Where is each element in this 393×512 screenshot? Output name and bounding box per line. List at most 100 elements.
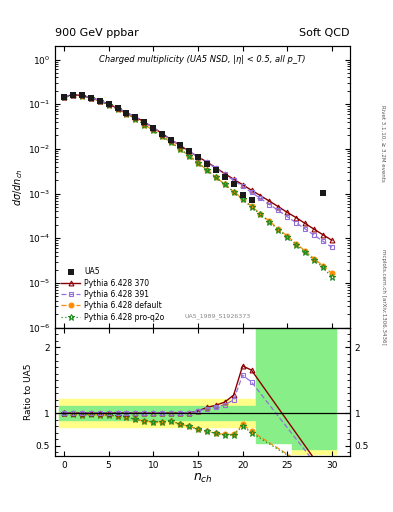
Line: Pythia 6.428 391: Pythia 6.428 391 — [62, 92, 334, 250]
Text: UA5_1989_S1926373: UA5_1989_S1926373 — [184, 313, 250, 319]
Pythia 6.428 391 — [187, 148, 191, 155]
UA5 — [222, 173, 228, 181]
Pythia 6.428 default — [187, 153, 191, 159]
UA5 — [177, 141, 183, 150]
Legend: UA5, Pythia 6.428 370, Pythia 6.428 391, Pythia 6.428 default, Pythia 6.428 pro-: UA5, Pythia 6.428 370, Pythia 6.428 391,… — [59, 265, 167, 324]
Pythia 6.428 default — [267, 218, 272, 224]
Pythia 6.428 391 — [222, 171, 227, 177]
UA5 — [141, 118, 147, 126]
Pythia 6.428 pro-q2o — [240, 197, 245, 203]
Pythia 6.428 391 — [70, 92, 75, 98]
Pythia 6.428 391 — [115, 105, 120, 111]
Pythia 6.428 default — [160, 134, 165, 140]
Pythia 6.428 370 — [178, 142, 182, 148]
Pythia 6.428 391 — [267, 201, 272, 207]
Pythia 6.428 pro-q2o — [70, 92, 75, 98]
Pythia 6.428 pro-q2o — [321, 264, 325, 270]
Line: Pythia 6.428 pro-q2o: Pythia 6.428 pro-q2o — [61, 92, 335, 280]
Pythia 6.428 default — [321, 263, 325, 269]
UA5 — [79, 91, 85, 99]
Pythia 6.428 default — [312, 255, 316, 262]
Pythia 6.428 391 — [133, 114, 138, 120]
UA5 — [150, 123, 156, 132]
Pythia 6.428 pro-q2o — [88, 95, 93, 101]
Pythia 6.428 370 — [213, 165, 218, 171]
UA5 — [204, 159, 210, 167]
Pythia 6.428 370 — [330, 237, 334, 243]
Pythia 6.428 pro-q2o — [115, 106, 120, 112]
Y-axis label: $d\sigma/dn_{ch}$: $d\sigma/dn_{ch}$ — [11, 168, 25, 206]
UA5 — [123, 109, 130, 117]
Pythia 6.428 default — [249, 203, 254, 209]
Pythia 6.428 370 — [88, 95, 93, 101]
Pythia 6.428 391 — [321, 238, 325, 244]
Y-axis label: Ratio to UA5: Ratio to UA5 — [24, 364, 33, 420]
Pythia 6.428 pro-q2o — [151, 127, 156, 134]
UA5 — [239, 191, 246, 199]
Pythia 6.428 pro-q2o — [124, 111, 129, 117]
Pythia 6.428 370 — [303, 220, 307, 226]
UA5 — [97, 96, 103, 104]
X-axis label: $n_{ch}$: $n_{ch}$ — [193, 472, 212, 485]
Line: Pythia 6.428 370: Pythia 6.428 370 — [62, 92, 334, 243]
Pythia 6.428 370 — [204, 159, 209, 165]
Text: Rivet 3.1.10, ≥ 3.2M events: Rivet 3.1.10, ≥ 3.2M events — [381, 105, 386, 182]
Pythia 6.428 391 — [285, 214, 290, 220]
Text: mcplots.cern.ch [arXiv:1306.3436]: mcplots.cern.ch [arXiv:1306.3436] — [381, 249, 386, 345]
Pythia 6.428 391 — [88, 95, 93, 101]
Pythia 6.428 370 — [267, 198, 272, 204]
Pythia 6.428 default — [330, 270, 334, 276]
UA5 — [248, 196, 255, 204]
Pythia 6.428 pro-q2o — [106, 102, 111, 108]
Pythia 6.428 pro-q2o — [97, 98, 102, 104]
Pythia 6.428 pro-q2o — [330, 274, 334, 280]
UA5 — [186, 147, 192, 156]
Pythia 6.428 default — [276, 226, 281, 232]
UA5 — [320, 188, 326, 197]
UA5 — [88, 94, 94, 102]
Pythia 6.428 pro-q2o — [312, 257, 316, 263]
Text: 900 GeV ppbar: 900 GeV ppbar — [55, 28, 139, 38]
Pythia 6.428 391 — [249, 189, 254, 196]
Pythia 6.428 pro-q2o — [169, 139, 173, 145]
Pythia 6.428 default — [70, 92, 75, 98]
Pythia 6.428 370 — [258, 193, 263, 199]
Pythia 6.428 default — [115, 106, 120, 112]
Pythia 6.428 370 — [231, 176, 236, 182]
Pythia 6.428 pro-q2o — [285, 234, 290, 240]
Pythia 6.428 391 — [303, 226, 307, 232]
Pythia 6.428 pro-q2o — [142, 121, 147, 127]
Pythia 6.428 pro-q2o — [204, 167, 209, 173]
Pythia 6.428 default — [178, 146, 182, 152]
Pythia 6.428 370 — [133, 114, 138, 120]
Pythia 6.428 pro-q2o — [79, 93, 84, 99]
Pythia 6.428 391 — [330, 244, 334, 250]
Pythia 6.428 391 — [169, 137, 173, 143]
Pythia 6.428 pro-q2o — [303, 249, 307, 255]
UA5 — [132, 113, 139, 121]
Pythia 6.428 391 — [258, 196, 263, 202]
Pythia 6.428 pro-q2o — [222, 181, 227, 187]
Pythia 6.428 391 — [106, 101, 111, 108]
Pythia 6.428 pro-q2o — [258, 211, 263, 218]
Pythia 6.428 370 — [124, 110, 129, 116]
Pythia 6.428 default — [213, 174, 218, 180]
Pythia 6.428 391 — [79, 92, 84, 98]
Pythia 6.428 370 — [222, 170, 227, 177]
Pythia 6.428 default — [124, 111, 129, 117]
Pythia 6.428 pro-q2o — [196, 160, 200, 166]
Pythia 6.428 370 — [240, 182, 245, 188]
Pythia 6.428 default — [231, 188, 236, 195]
Pythia 6.428 370 — [187, 148, 191, 155]
Pythia 6.428 default — [258, 211, 263, 217]
Pythia 6.428 370 — [62, 94, 66, 100]
Pythia 6.428 370 — [97, 97, 102, 103]
Text: Soft QCD: Soft QCD — [299, 28, 350, 38]
Pythia 6.428 391 — [97, 97, 102, 103]
Pythia 6.428 391 — [204, 159, 209, 165]
UA5 — [231, 180, 237, 188]
Pythia 6.428 default — [151, 127, 156, 134]
Pythia 6.428 default — [169, 139, 173, 145]
Pythia 6.428 391 — [312, 232, 316, 238]
Pythia 6.428 pro-q2o — [276, 227, 281, 233]
